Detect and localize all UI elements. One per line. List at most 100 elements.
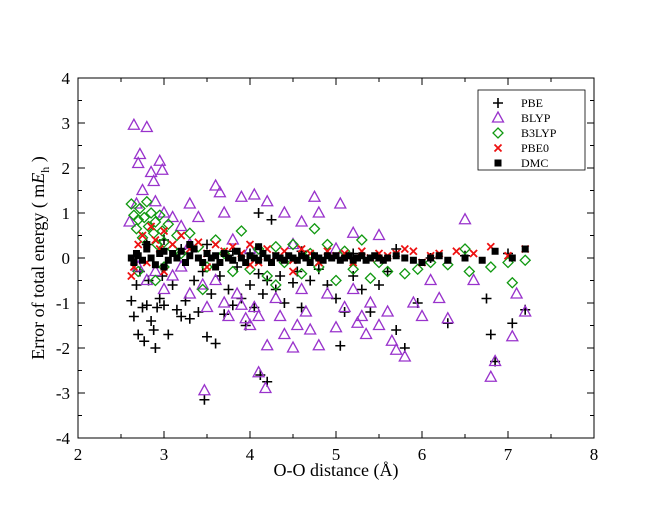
data-point-b3lyp [463, 265, 476, 278]
data-point-blyp [269, 291, 283, 304]
data-point-dmc [160, 247, 168, 255]
data-point-pbe [176, 311, 187, 322]
data-point-blyp [230, 286, 244, 299]
data-point-blyp [166, 210, 180, 223]
data-point-dmc [435, 252, 443, 260]
data-point-blyp [299, 304, 313, 317]
data-point-blyp [488, 354, 502, 367]
data-point-b3lyp [162, 218, 175, 231]
data-point-pbe [253, 268, 264, 279]
data-point-blyp [221, 309, 236, 322]
data-point-blyp [123, 214, 137, 227]
data-point-b3lyp [130, 222, 143, 235]
data-point-b3lyp [149, 216, 162, 228]
data-point-blyp [239, 311, 253, 324]
data-point-dmc [315, 254, 323, 262]
data-point-pbe [266, 214, 277, 225]
data-point-dmc [362, 256, 370, 264]
data-point-pbe [412, 298, 423, 308]
data-point-blyp [247, 300, 261, 313]
data-point-blyp [346, 282, 360, 295]
data-point-dmc [354, 254, 361, 262]
data-point-dmc [182, 259, 189, 266]
data-point-dmc [491, 247, 499, 255]
data-point-pbe [391, 325, 402, 335]
legend-marker-blyp [491, 110, 505, 123]
y-tick-label: -4 [56, 429, 71, 448]
data-point-dmc [242, 259, 250, 266]
data-point-pbe0 [288, 267, 298, 276]
data-point-dmc [169, 250, 177, 257]
data-point-b3lyp [519, 254, 532, 267]
data-point-pbe [275, 271, 286, 281]
data-point-dmc [130, 259, 138, 266]
data-point-blyp [200, 300, 214, 313]
data-point-dmc [199, 259, 207, 266]
data-point-b3lyp [158, 236, 170, 249]
data-point-b3lyp [364, 272, 377, 285]
legend-label-blyp: BLYP [521, 111, 551, 125]
data-point-dmc [349, 256, 357, 264]
data-point-pbe0 [211, 240, 220, 249]
data-point-blyp [209, 178, 223, 191]
data-point-dmc [401, 254, 409, 262]
data-point-dmc [280, 256, 288, 264]
data-point-dmc [345, 252, 353, 260]
data-point-pbe0 [177, 231, 186, 240]
data-point-blyp [286, 237, 300, 250]
data-point-dmc [371, 252, 379, 260]
data-point-blyp [217, 295, 231, 308]
data-point-blyp [303, 322, 317, 335]
data-point-pbe [365, 307, 376, 317]
data-point-blyp [277, 205, 291, 218]
series-b3lyp [125, 195, 532, 296]
data-point-b3lyp [347, 263, 360, 276]
data-point-blyp [247, 187, 261, 200]
legend-marker-dmc [494, 159, 502, 167]
legend-item-b3lyp: B3LYP [492, 126, 557, 140]
data-point-blyp [359, 327, 373, 340]
data-point-blyp [258, 381, 273, 394]
data-point-pbe [146, 316, 157, 326]
data-point-dmc [358, 252, 366, 260]
data-point-dmc [319, 256, 327, 264]
y-axis-label: Error of total energy ( mEh ) [28, 156, 52, 360]
data-point-b3lyp [381, 265, 394, 278]
data-point-blyp [234, 297, 248, 310]
series-dmc [127, 241, 529, 271]
y-axis-label-suffix: ) [28, 156, 49, 167]
data-point-pbe [152, 302, 163, 313]
legend-label-pbe: PBE [521, 96, 543, 110]
data-point-b3lyp [132, 213, 145, 226]
data-point-blyp [295, 282, 309, 295]
y-tick-label: 1 [62, 204, 71, 223]
data-point-pbe [245, 280, 255, 290]
data-point-blyp [350, 315, 365, 328]
data-point-blyp [166, 268, 180, 281]
y-tick-label: -2 [56, 339, 70, 358]
data-point-blyp [133, 147, 147, 160]
data-point-pbe0 [151, 235, 160, 245]
legend-marker-pbe [493, 98, 503, 108]
data-point-dmc [366, 254, 374, 262]
data-point-pbe [202, 239, 212, 250]
data-point-blyp [333, 196, 347, 209]
x-axis-label: O-O distance (Å) [274, 460, 399, 481]
data-point-pbe [210, 338, 221, 349]
data-point-b3lyp [355, 234, 368, 246]
data-point-pbe0 [452, 247, 461, 256]
data-point-dmc [134, 252, 142, 260]
data-point-b3lyp [506, 276, 519, 289]
data-point-pbe0 [134, 240, 143, 249]
data-point-blyp [148, 194, 162, 207]
data-point-blyp [363, 295, 377, 308]
data-point-blyp [234, 189, 248, 202]
data-point-dmc [409, 256, 417, 264]
data-point-b3lyp [132, 265, 145, 278]
data-point-dmc [203, 250, 211, 257]
data-point-blyp [398, 349, 412, 362]
legend-item-pbe: PBE [493, 96, 543, 110]
data-point-blyp [183, 196, 197, 209]
legend-marker-pbe0 [493, 143, 503, 153]
data-point-dmc [246, 252, 254, 260]
